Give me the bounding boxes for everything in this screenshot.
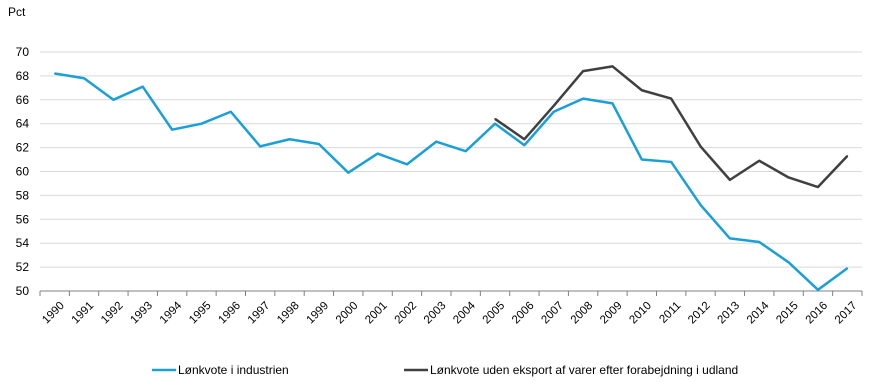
data-point	[494, 118, 496, 120]
series-lines	[53, 65, 849, 292]
y-axis-label: Pct	[8, 5, 26, 19]
data-point	[787, 176, 790, 179]
x-tick-label: 2015	[774, 300, 801, 327]
x-axis: 1990 1991 1992 1993 1994 1995 1996 1997 1998 1999…	[39, 290, 863, 327]
data-point	[347, 171, 350, 174]
data-point	[817, 186, 819, 188]
data-point	[171, 128, 173, 131]
data-point	[112, 99, 115, 101]
legend-label: Lønkvote i industrien	[178, 363, 289, 377]
data-point	[758, 159, 761, 162]
x-tick-label: 2004	[451, 299, 478, 326]
y-tick-label: 62	[16, 141, 30, 155]
x-tick-label: 1991	[70, 300, 97, 327]
x-tick-label: 2017	[833, 300, 860, 327]
x-tick-label: 2014	[745, 299, 772, 326]
data-point	[435, 140, 438, 143]
data-point	[141, 85, 144, 88]
x-tick-label: 1999	[305, 300, 332, 327]
x-tick-label: 2009	[598, 300, 625, 327]
y-tick-label: 50	[16, 284, 30, 298]
y-tick-label: 54	[16, 236, 30, 250]
x-tick-label: 1997	[246, 300, 273, 327]
data-point	[552, 104, 555, 107]
data-point	[523, 138, 526, 141]
series-line-2	[494, 65, 849, 189]
x-tick-label: 2003	[422, 300, 449, 327]
data-point	[846, 267, 849, 270]
x-tick-label: 1992	[99, 300, 126, 327]
y-tick-label: 58	[16, 188, 30, 202]
data-point	[817, 289, 819, 291]
data-point	[846, 155, 849, 157]
data-point	[406, 163, 408, 166]
data-point	[464, 150, 467, 152]
x-tick-label: 2012	[686, 300, 713, 327]
data-point	[729, 179, 731, 181]
x-tick-label: 2011	[657, 300, 683, 326]
data-point	[699, 145, 702, 148]
x-tick-label: 1994	[158, 299, 185, 326]
y-tick-label: 70	[16, 45, 30, 59]
x-tick-label: 2001	[363, 300, 390, 327]
x-tick-label: 1996	[216, 300, 243, 327]
data-point	[230, 110, 232, 113]
x-tick-label: 2006	[510, 300, 537, 327]
y-axis-ticks: 50 52 54 56 58 60 62 64 66 68 70	[16, 45, 30, 298]
x-tick-label: 1993	[128, 300, 155, 327]
data-point	[611, 102, 614, 105]
y-tick-label: 64	[16, 117, 30, 131]
gridlines	[40, 51, 862, 268]
data-point	[787, 261, 790, 264]
data-point	[318, 143, 320, 145]
y-tick-label: 52	[16, 260, 30, 274]
data-point	[582, 70, 584, 72]
data-point	[641, 89, 643, 92]
x-tick-label: 2013	[716, 300, 743, 327]
x-tick-label: 2002	[393, 300, 420, 327]
data-point	[611, 65, 614, 68]
series-line-1	[54, 72, 849, 292]
data-point	[494, 122, 496, 125]
data-point	[670, 97, 672, 100]
y-tick-label: 68	[16, 69, 30, 83]
legend-label: Lønkvote uden eksport af varer efter for…	[430, 363, 738, 377]
data-point	[582, 97, 584, 100]
x-tick-label: 2016	[804, 300, 831, 327]
legend: Lønkvote i industrien Lønkvote uden ekspo…	[152, 363, 738, 377]
data-point	[758, 241, 761, 243]
x-tick-label: 2010	[627, 300, 654, 327]
data-point	[259, 145, 261, 148]
y-tick-label: 66	[16, 93, 30, 107]
y-tick-label: 56	[16, 212, 30, 226]
x-tick-label: 2005	[481, 300, 508, 327]
data-point	[376, 152, 379, 155]
data-point	[83, 77, 85, 80]
data-point	[699, 204, 702, 206]
x-tick-label: 1990	[40, 300, 67, 327]
data-point	[523, 144, 526, 147]
x-tick-label: 2008	[569, 300, 596, 327]
data-point	[729, 237, 731, 240]
x-tick-label: 2000	[334, 300, 361, 327]
data-point	[53, 72, 56, 75]
data-point	[200, 122, 203, 125]
x-tick-label: 1998	[275, 300, 302, 327]
data-point	[641, 158, 643, 161]
x-tick-label: 2007	[539, 300, 566, 327]
data-point	[670, 161, 672, 163]
data-point	[552, 110, 555, 113]
data-point	[288, 138, 291, 141]
x-tick-label: 1995	[187, 300, 214, 327]
y-tick-label: 60	[16, 165, 30, 179]
